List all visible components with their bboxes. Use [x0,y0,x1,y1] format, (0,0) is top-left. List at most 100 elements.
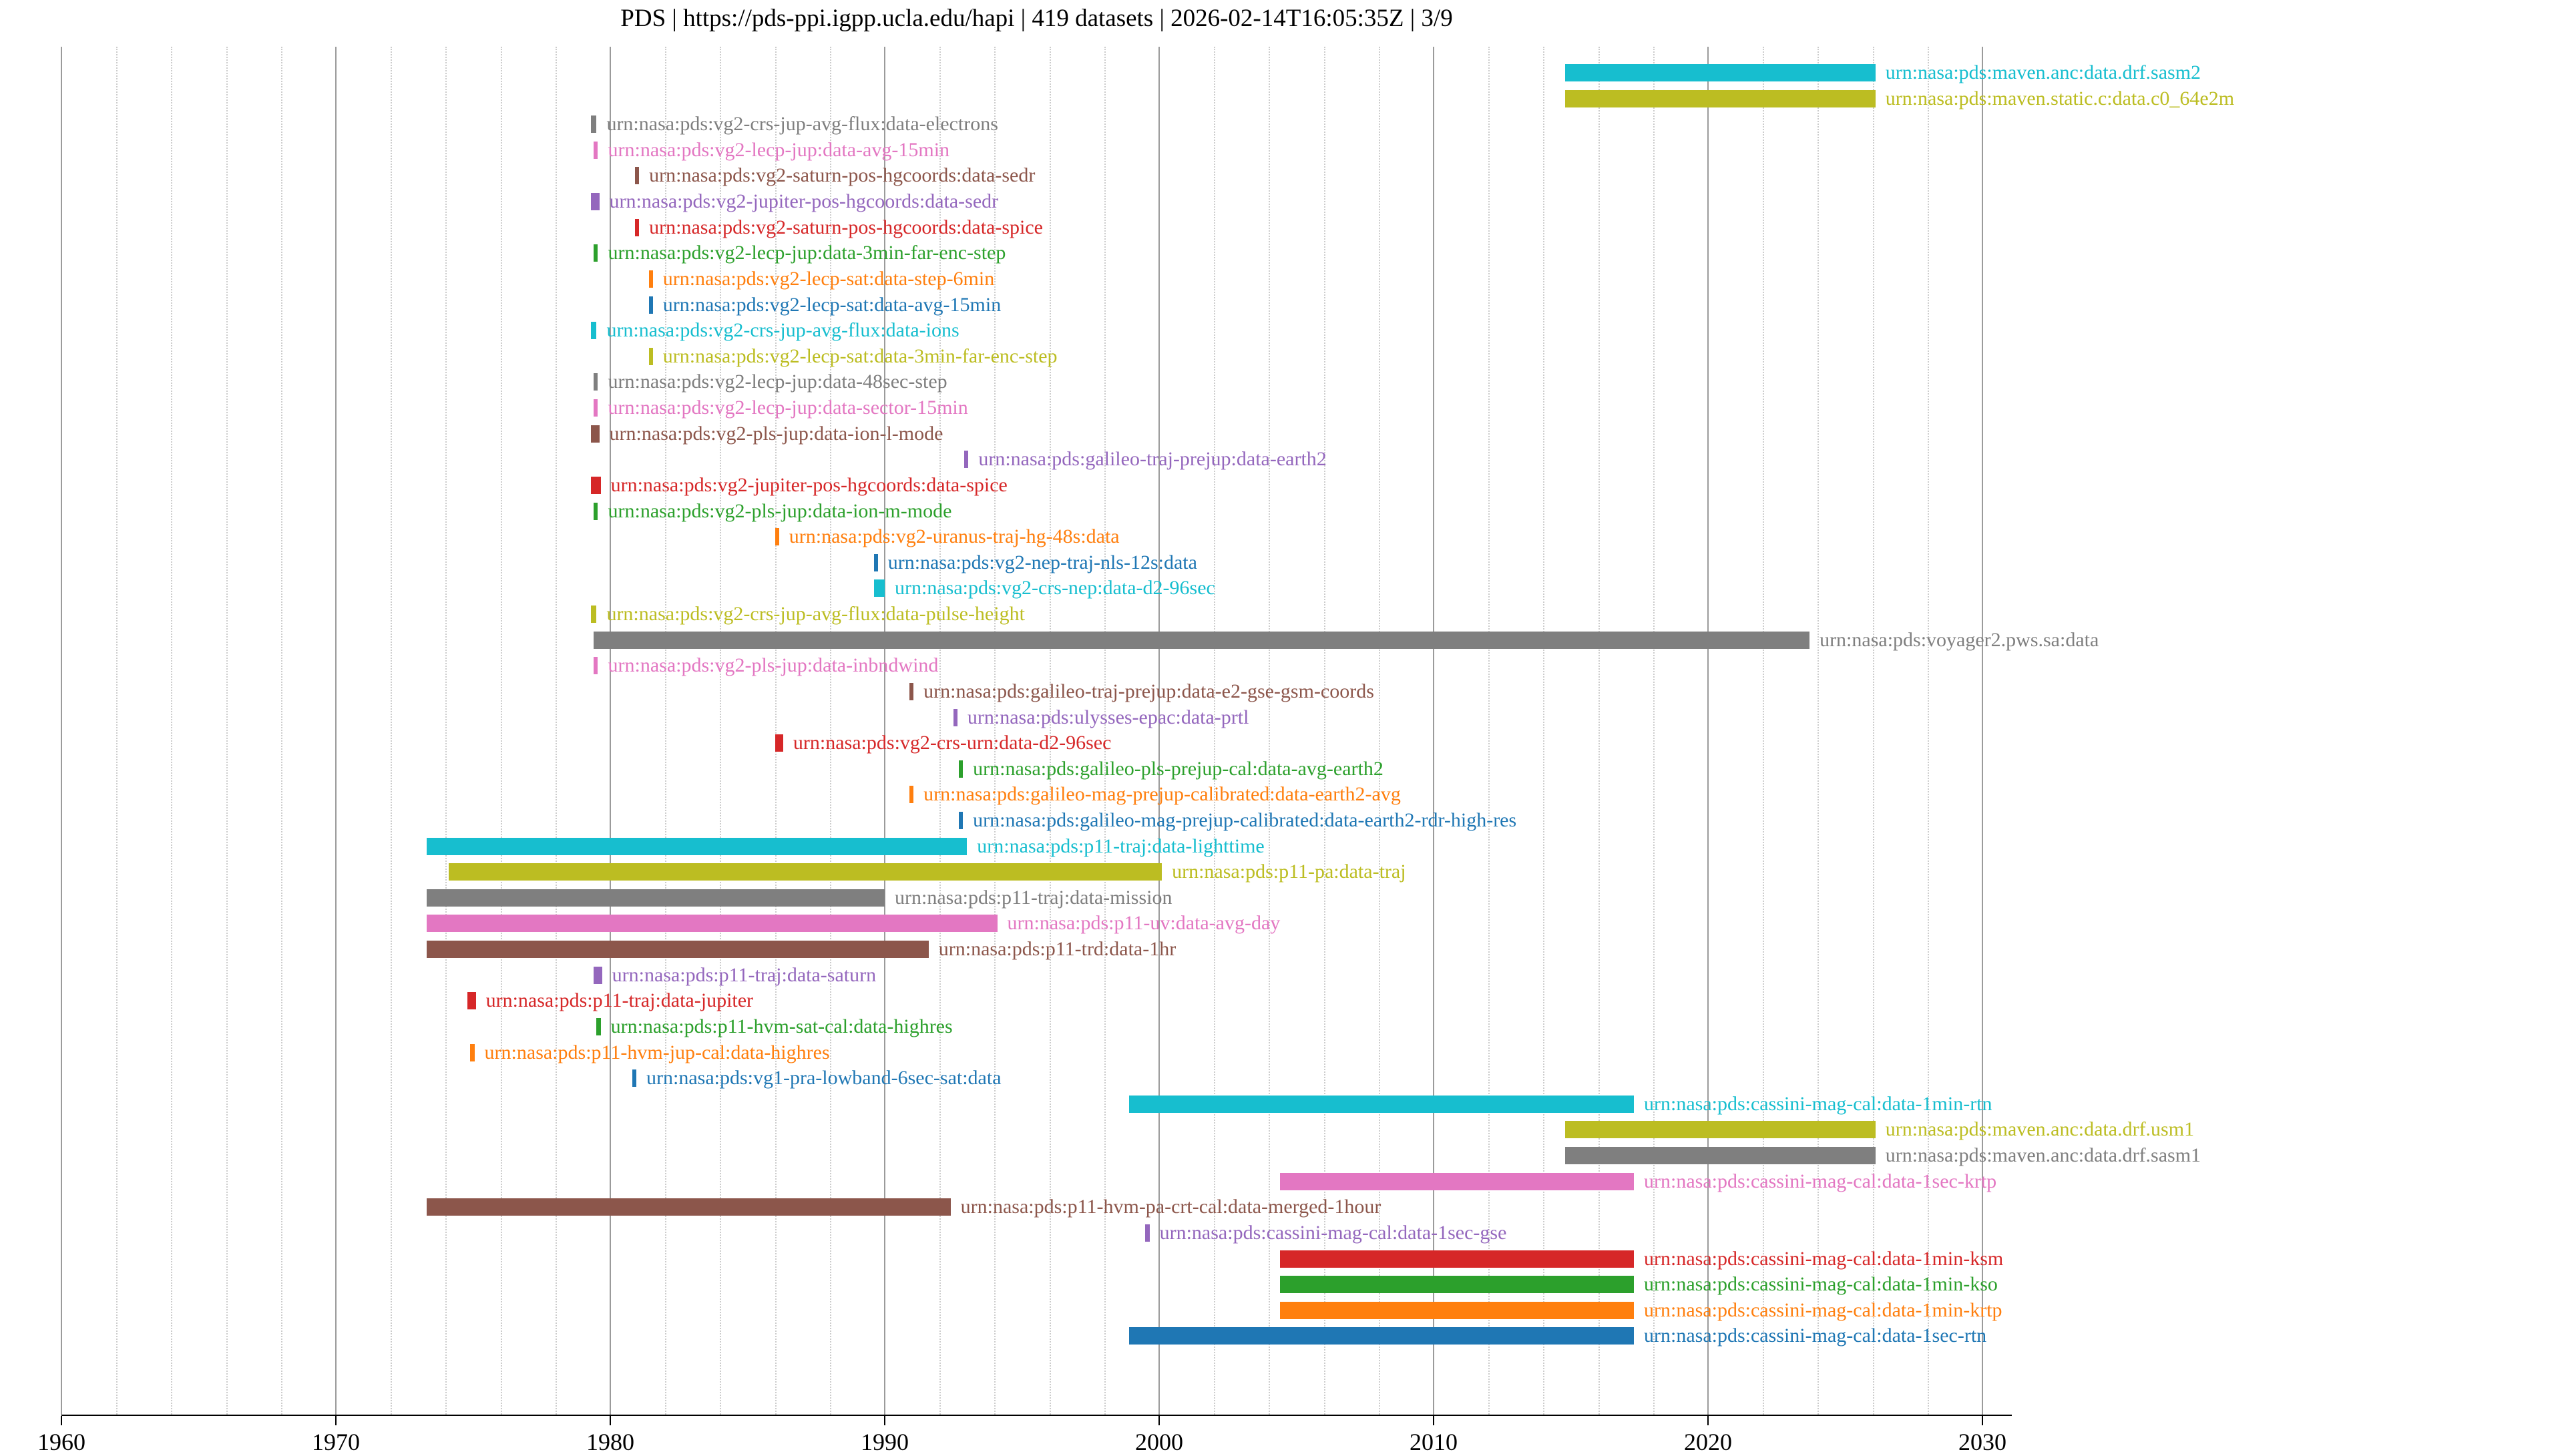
dataset-bar [591,115,597,134]
dataset-bar [591,605,597,624]
dataset-label: urn:nasa:pds:vg2-jupiter-pos-hgcoords:da… [609,190,999,213]
dataset-label: urn:nasa:pds:p11-traj:data-saturn [612,963,877,986]
x-axis-tick [610,1416,611,1425]
gridline-minor [1104,47,1106,1415]
dataset-bar [594,244,598,262]
gridline-minor [226,47,228,1415]
gridline-minor [391,47,393,1415]
dataset-label: urn:nasa:pds:vg2-pls-jup:data-inbndwind [608,654,939,677]
dataset-bar [1279,1250,1635,1268]
dataset-bar [467,992,476,1010]
dataset-bar [648,347,653,365]
dataset-bar [632,1069,637,1087]
dataset-label: urn:nasa:pds:vg2-lecp-sat:data-step-6min [662,267,995,290]
gridline-major [1158,47,1160,1415]
dataset-label: urn:nasa:pds:vg2-saturn-pos-hgcoords:dat… [649,216,1043,238]
gridline-minor [1378,47,1380,1415]
gridline-major [884,47,885,1415]
dataset-label: urn:nasa:pds:vg2-saturn-pos-hgcoords:dat… [649,164,1036,187]
gridline-minor [171,47,173,1415]
dataset-bar [1279,1301,1635,1319]
dataset-bar [909,786,914,804]
dataset-bar [873,553,878,571]
gridline-minor [1872,47,1874,1415]
gridline-minor [1269,47,1271,1415]
x-axis-tick [884,1416,885,1425]
dataset-bar [1128,1327,1635,1345]
gridline-minor [1214,47,1216,1415]
dataset-label: urn:nasa:pds:vg2-lecp-jup:data-3min-far-… [608,242,1006,264]
dataset-bar [964,451,969,469]
dataset-bar [958,811,964,829]
dataset-bar [958,760,964,778]
dataset-label: urn:nasa:pds:cassini-mag-cal:data-1sec-g… [1159,1221,1507,1244]
gridline-major [1707,47,1709,1415]
dataset-label: urn:nasa:pds:p11-traj:data-jupiter [485,989,754,1012]
x-axis-tick-label: 1990 [861,1429,909,1455]
dataset-label: urn:nasa:pds:vg2-nep-traj-nls-12s:data [887,551,1197,573]
dataset-bar [1128,1095,1635,1113]
gridline-major [610,47,611,1415]
dataset-label: urn:nasa:pds:p11-uv:data-avg-day [1007,912,1281,935]
dataset-label: urn:nasa:pds:vg2-lecp-jup:data-sector-15… [608,397,968,419]
x-axis-tick [335,1416,337,1425]
gridline-major [1982,47,1983,1415]
dataset-label: urn:nasa:pds:galileo-pls-prejup-cal:data… [973,757,1383,780]
dataset-label: urn:nasa:pds:vg2-crs-jup-avg-flux:data-i… [606,319,959,342]
x-axis-tick [1158,1416,1160,1425]
dataset-label: urn:nasa:pds:cassini-mag-cal:data-1min-k… [1644,1273,1998,1296]
dataset-label: urn:nasa:pds:vg2-lecp-jup:data-avg-15min [608,138,950,161]
x-axis-tick [61,1416,62,1425]
dataset-bar [594,373,598,391]
dataset-bar [648,270,653,288]
gridline-minor [1598,47,1600,1415]
gridline-minor [445,47,447,1415]
x-axis-tick [1433,1416,1434,1425]
gridline-minor [280,47,282,1415]
dataset-label: urn:nasa:pds:p11-traj:data-mission [895,886,1172,909]
gridline-major [1433,47,1434,1415]
dataset-bar [591,425,600,443]
dataset-bar [873,579,885,597]
dataset-label: urn:nasa:pds:p11-hvm-pa-crt-cal:data-mer… [960,1196,1381,1218]
dataset-bar [1565,1147,1876,1165]
dataset-label: urn:nasa:pds:vg2-lecp-jup:data-48sec-ste… [608,371,947,393]
gridline-minor [1488,47,1490,1415]
gridline-minor [1927,47,1929,1415]
dataset-label: urn:nasa:pds:cassini-mag-cal:data-1sec-k… [1644,1170,1997,1192]
dataset-label: urn:nasa:pds:maven.static.c:data.c0_64e2… [1885,87,2235,109]
dataset-label: urn:nasa:pds:vg2-pls-jup:data-ion-m-mode [608,499,952,522]
dataset-label: urn:nasa:pds:maven.anc:data.drf.usm1 [1885,1118,2195,1141]
gridline-minor [555,47,557,1415]
dataset-label: urn:nasa:pds:vg2-pls-jup:data-ion-l-mode [609,422,943,445]
dataset-bar [775,528,779,546]
dataset-bar [953,708,957,726]
dataset-label: urn:nasa:pds:cassini-mag-cal:data-1sec-r… [1644,1324,1987,1347]
dataset-bar [448,863,1162,881]
x-axis-tick-label: 1980 [586,1429,634,1455]
dataset-label: urn:nasa:pds:vg2-crs-urn:data-d2-96sec [793,732,1112,754]
dataset-label: urn:nasa:pds:maven.anc:data.drf.sasm2 [1885,61,2201,83]
x-axis-tick-label: 2020 [1684,1429,1732,1455]
dataset-bar [594,631,1810,649]
dataset-label: urn:nasa:pds:p11-hvm-jup-cal:data-highre… [484,1041,830,1063]
dataset-bar [1565,64,1876,81]
gridline-minor [994,47,996,1415]
dataset-bar [775,734,783,752]
dataset-bar [1279,1276,1635,1294]
gridline-minor [500,47,502,1415]
dataset-bar [594,966,602,984]
dataset-bar [426,1198,951,1216]
gridline-minor [1818,47,1820,1415]
dataset-bar [426,915,998,933]
dataset-bar [634,167,640,185]
x-axis-tick-label: 1960 [37,1429,85,1455]
dataset-bar [648,296,653,314]
x-axis-tick [1707,1416,1709,1425]
dataset-bar [591,193,600,211]
gridline-minor [1049,47,1051,1415]
dataset-label: urn:nasa:pds:vg2-lecp-sat:data-3min-far-… [662,344,1058,367]
dataset-label: urn:nasa:pds:galileo-traj-prejup:data-ea… [978,448,1327,471]
dataset-label: urn:nasa:pds:vg1-pra-lowband-6sec-sat:da… [646,1067,1002,1089]
